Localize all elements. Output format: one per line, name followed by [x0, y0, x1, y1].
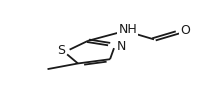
Text: S: S: [57, 44, 65, 57]
Text: O: O: [180, 24, 190, 37]
Text: NH: NH: [118, 23, 137, 36]
Text: N: N: [116, 40, 126, 53]
